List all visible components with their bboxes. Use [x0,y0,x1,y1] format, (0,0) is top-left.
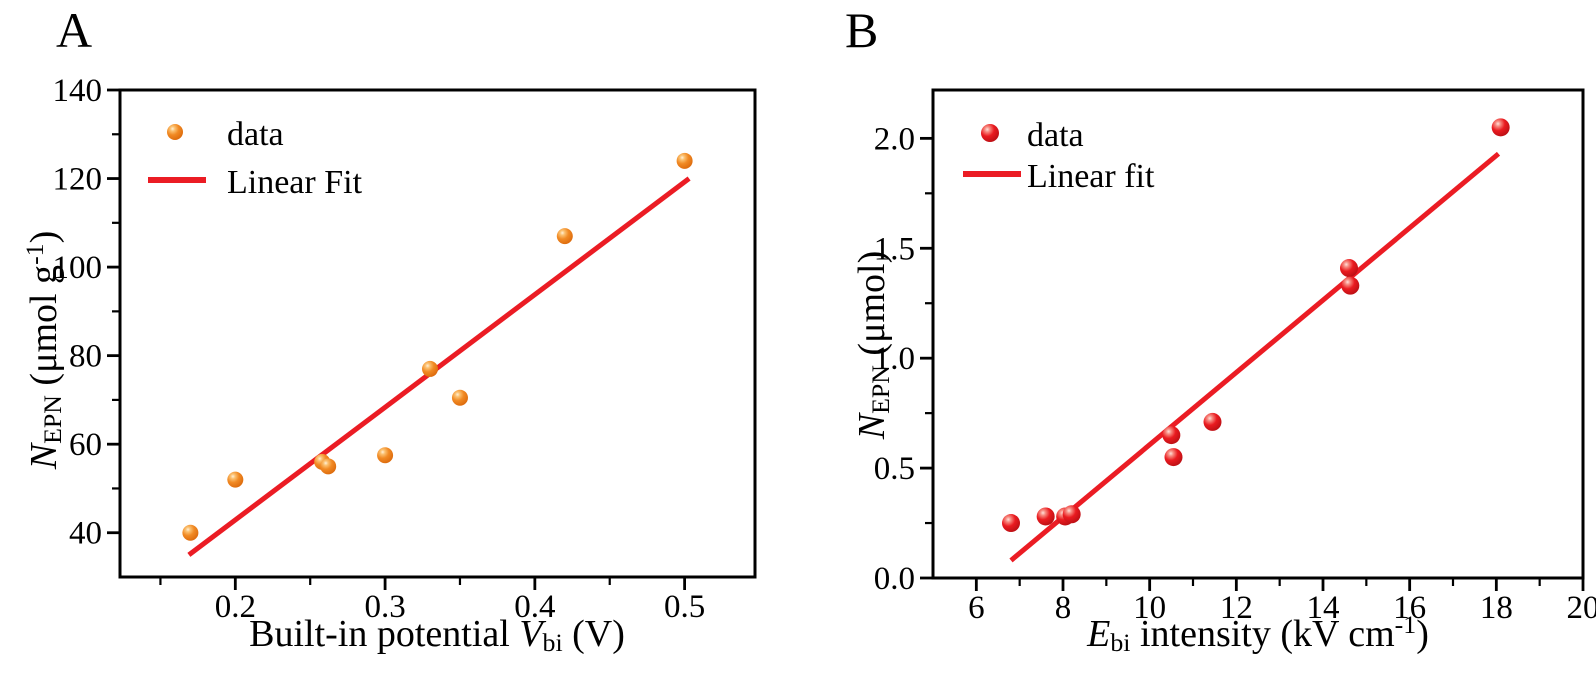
x-tick-label: 16 [1393,590,1426,626]
data-point [182,524,199,541]
data-point [1491,118,1510,137]
axis-label-part: (V) [562,613,625,655]
x-tick-label: 18 [1480,590,1513,626]
legend-marker-icon [167,124,183,140]
y-tick-label: 2.0 [874,121,915,157]
x-tick-label: 0.5 [664,589,705,625]
axis-label-part: bi [1110,627,1131,657]
x-axis-ticks: 0.2 0.3 0.4 0.5 [159,577,705,625]
x-tick-label: 20 [1567,590,1596,626]
legend-fit-label: Linear Fit [227,164,363,201]
panel-b-y-axis-label: NEPN (μmol) [851,250,896,440]
legend-fit-label: Linear fit [1027,158,1155,195]
panel-b-x-axis-label: Ebi intensity (kV cm-1) [1087,610,1429,658]
axis-label-part: V [519,613,543,655]
data-point [1341,276,1360,295]
y-tick-label: 0.5 [874,451,915,487]
panel-b-letter: B [845,2,879,58]
legend-data-label: data [227,116,284,153]
linear-fit-line [187,176,691,557]
x-tick-label: 0.2 [215,589,256,625]
y-tick-label: 40 [69,516,102,552]
axis-label-part: Built-in potential [249,613,520,655]
axis-label-part: intensity (kV cm [1130,613,1395,655]
axis-label-part: EPN [37,395,67,444]
data-point [451,389,468,406]
axis-label-part: ) [1416,613,1429,655]
axis-label-part: -1 [1394,609,1417,639]
data-point [1002,514,1020,533]
axis-label-part: N [851,413,893,440]
y-tick-label: 60 [69,427,102,463]
y-tick-label: 80 [69,339,102,375]
y-tick-label: 140 [53,73,103,109]
data-point [1340,259,1358,278]
y-tick-label: 1.5 [874,231,915,267]
panel-a-y-axis-label: NEPN (μmol g-1) [20,230,68,470]
axis-label-part: E [1087,613,1111,655]
legend-marker-icon [981,124,999,142]
x-tick-label: 6 [968,590,985,626]
panel-a-chart: 0.2 0.3 0.4 0.5 40 60 80 100 120 140 data Linear Fi… [53,73,757,625]
legend-data-label: data [1027,117,1084,154]
y-tick-label: 100 [53,250,103,286]
x-tick-label: 0.4 [514,589,555,625]
plot-frame [931,88,1585,580]
y-axis-ticks: 0.0 0.5 1.0 1.5 2.0 [874,121,933,597]
panel-a-x-axis-label: Built-in potential Vbi (V) [249,614,625,658]
data-point [1062,505,1081,524]
x-tick-label: 0.3 [364,589,405,625]
data-point [1203,412,1222,431]
x-tick-label: 8 [1055,590,1072,626]
plot-frame [118,88,757,579]
data-point [676,152,693,169]
linear-fit-line [1009,151,1501,563]
x-tick-label: 14 [1307,590,1340,626]
data-point [1162,426,1181,445]
data-point [320,458,337,475]
data-point [1036,507,1055,526]
data-point [1164,448,1183,467]
y-tick-label: 1.0 [874,341,915,377]
axis-label-part: bi [542,627,563,657]
axis-label-part: -1 [19,243,49,265]
y-tick-label: 120 [53,162,103,198]
data-point [422,360,439,377]
x-tick-label: 12 [1220,590,1253,626]
y-tick-label: 0.0 [874,561,915,597]
panel-a: A 0.2 0.3 0.4 0.5 40 60 80 100 120 140 data Linear … [20,2,757,658]
legend: data Linear fit [963,117,1155,195]
legend: data Linear Fit [148,116,363,201]
panel-b-chart: 6 8 10 12 14 16 18 20 0.0 0.5 1.0 1.5 2.0 data Linear … [874,88,1596,626]
x-tick-label: 10 [1133,590,1166,626]
data-point [377,447,394,464]
axis-label-part: N [23,443,65,470]
axis-label-part: (μmol) [851,250,893,366]
data-point [556,228,573,245]
data-points [1002,118,1510,533]
panel-a-letter: A [56,2,93,58]
data-point [227,471,244,488]
panel-b: B 6 8 10 12 14 16 18 20 0.0 0.5 1.0 1.5 2.0 data Linea… [798,0,1596,673]
y-axis-ticks: 40 60 80 100 120 140 [53,73,120,552]
x-axis-ticks: 6 8 10 12 14 16 18 20 [968,578,1596,626]
axis-label-part: EPN [865,365,895,414]
data-points [182,152,693,541]
axis-label-part: ) [23,230,65,244]
axis-label-part: (μmol g [23,264,65,396]
